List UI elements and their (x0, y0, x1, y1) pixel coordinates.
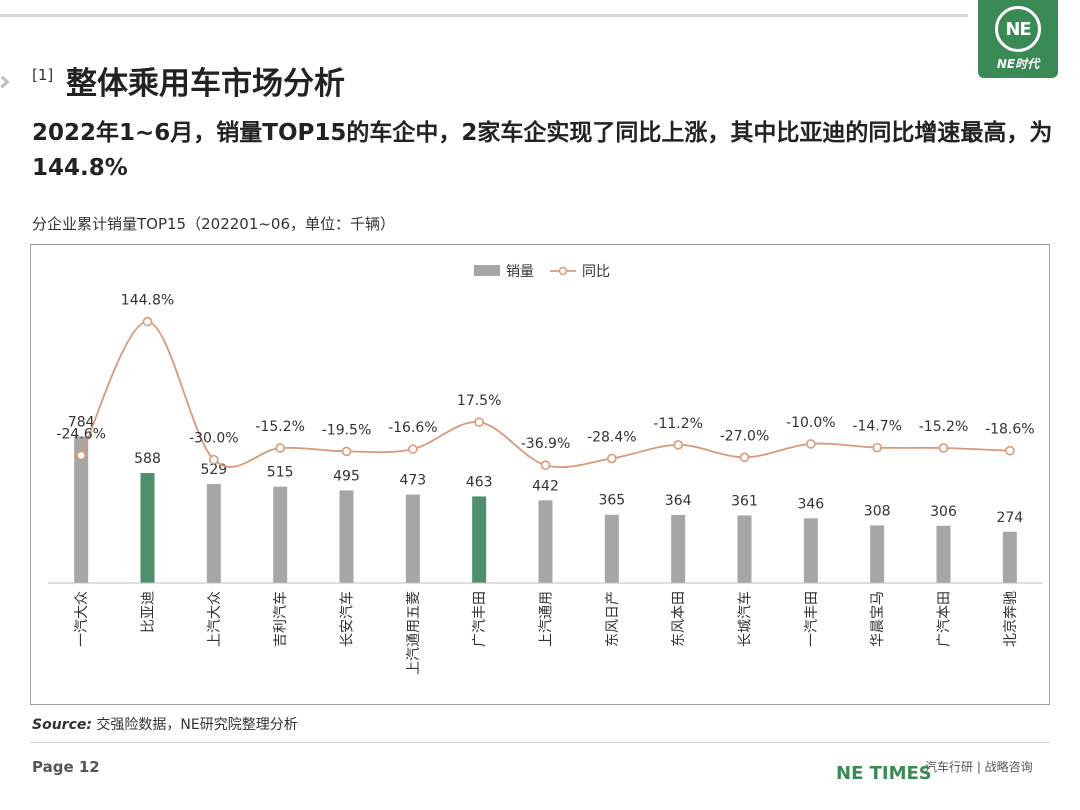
yoy-value-label: -27.0% (720, 428, 770, 444)
bar-value-label: 361 (731, 493, 758, 509)
category-label: 一汽大众 (74, 591, 90, 647)
category-label: 上汽通用五菱 (406, 591, 422, 675)
yoy-point (341, 446, 352, 457)
bar-value-label: 495 (333, 468, 360, 484)
category-label: 上汽通用 (539, 591, 555, 647)
section-number: [1] (32, 66, 54, 84)
bar (737, 515, 752, 583)
yoy-value-label: -19.5% (322, 422, 372, 438)
category-label: 上汽大众 (207, 591, 223, 647)
yoy-point (142, 316, 153, 327)
yoy-value-label: -10.0% (786, 415, 836, 431)
legend-label: 销量 (506, 264, 534, 280)
bar-value-label: 473 (399, 473, 426, 489)
yoy-point (275, 443, 285, 453)
yoy-point (938, 443, 949, 453)
yoy-value-label: -30.0% (189, 431, 239, 447)
headline: 2022年1~6月，销量TOP15的车企中，2家车企实现了同比上涨，其中比亚迪的… (32, 120, 1053, 181)
bar (206, 484, 221, 583)
yoy-value-label: -18.6% (985, 422, 1035, 438)
category-label: 华晨宝马 (870, 591, 886, 647)
yoy-value-label: -15.2% (255, 419, 305, 435)
source-text: 交强险数据，NE研究院整理分析 (96, 717, 298, 733)
bar (936, 525, 951, 583)
brand-name: NE TIMES (836, 763, 932, 784)
top-rule (0, 14, 968, 17)
source-note: Source: 交强险数据，NE研究院整理分析 (32, 714, 298, 734)
bar-value-label: 274 (996, 510, 1023, 526)
bar-value-label: 463 (466, 474, 493, 490)
category-label: 一汽丰田 (804, 591, 820, 647)
legend-label: 同比 (582, 264, 610, 280)
bar (803, 518, 818, 583)
bar (140, 473, 155, 583)
chart-title: 分企业累计销量TOP15（202201~06，单位：千辆） (32, 215, 396, 233)
bar-value-label: 365 (598, 493, 625, 509)
category-label: 广汽丰田 (472, 591, 488, 647)
bar (339, 490, 354, 583)
yoy-point (872, 442, 882, 453)
footer-rule (30, 742, 1050, 743)
bar-value-label: 588 (134, 451, 161, 467)
chart-canvas: 784 588 529 515 495 473 463 442 365 364 361 346 308 3… (48, 264, 1043, 675)
yoy-point (673, 440, 683, 450)
bar (870, 525, 885, 583)
yoy-value-label: -36.9% (521, 436, 571, 452)
yoy-value-label: -28.4% (587, 429, 637, 445)
ne-logo-icon: NE (995, 6, 1041, 52)
category-label: 东风本田 (671, 591, 687, 647)
bar-value-label: 306 (930, 504, 957, 520)
bar-value-label: 442 (532, 478, 559, 494)
bar (604, 514, 619, 583)
chart-frame: 784 588 529 515 495 473 463 442 365 364 361 346 308 3… (30, 244, 1050, 705)
yoy-point (474, 417, 484, 427)
legend-swatch-bar (474, 265, 500, 276)
legend-marker (558, 266, 568, 276)
bar (273, 486, 288, 583)
category-label: 北京奔驰 (1003, 591, 1019, 647)
category-label: 吉利汽车 (272, 591, 289, 647)
yoy-line (80, 320, 1010, 469)
page-title: 整体乘用车市场分析 (66, 66, 345, 102)
bar (538, 500, 553, 583)
yoy-point (540, 460, 551, 470)
bar-value-label: 529 (200, 462, 227, 478)
yoy-value-label: -16.6% (388, 420, 438, 436)
bar-value-label: 364 (665, 493, 692, 509)
yoy-point (607, 453, 617, 464)
bar (472, 496, 487, 583)
yoy-value-label: -15.2% (919, 419, 969, 435)
category-label: 广汽本田 (937, 591, 953, 647)
bar-value-label: 346 (797, 496, 824, 512)
ne-logo-text: NE时代 (996, 57, 1040, 71)
category-label: 东风日产 (605, 591, 621, 647)
category-label: 长城汽车 (737, 591, 754, 647)
category-label: 比亚迪 (141, 591, 157, 633)
page-number: Page 12 (32, 758, 100, 776)
yoy-value-label: 144.8% (121, 293, 174, 309)
ne-logo: NE NE时代 (978, 0, 1058, 78)
bar (405, 494, 420, 583)
yoy-point (209, 454, 219, 465)
yoy-point (806, 439, 816, 449)
tagline: 汽车行研 | 战略咨询 (925, 760, 1033, 774)
source-label: Source: (32, 717, 92, 733)
bar-value-label: 515 (267, 465, 294, 481)
bar-value-label: 784 (68, 414, 95, 430)
yoy-point (1005, 445, 1015, 456)
yoy-value-label: -11.2% (653, 416, 703, 432)
yoy-point (739, 452, 750, 463)
yoy-value-label: -24.6% (56, 426, 106, 442)
bar-value-label: 308 (864, 503, 891, 519)
yoy-point (76, 450, 86, 461)
yoy-value-label: 17.5% (457, 393, 501, 409)
yoy-point (408, 444, 418, 454)
category-label: 长安汽车 (339, 591, 356, 647)
bar (74, 436, 89, 583)
yoy-value-label: -14.7% (852, 419, 902, 435)
bar (671, 514, 686, 583)
bar (1002, 531, 1017, 583)
